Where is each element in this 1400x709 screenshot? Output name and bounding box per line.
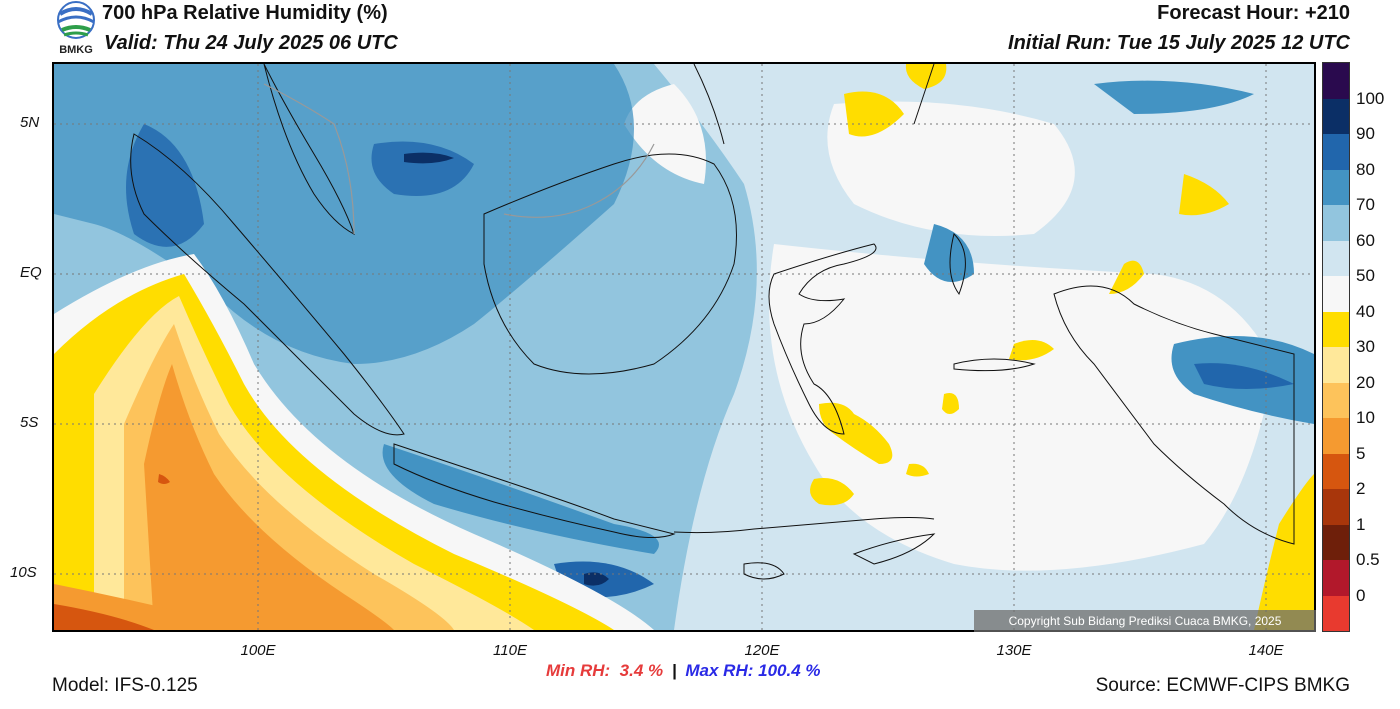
colorbar-label: 80 <box>1356 159 1375 179</box>
colorbar-segment <box>1323 418 1349 454</box>
colorbar-segment <box>1323 382 1349 418</box>
colorbar-segment <box>1323 276 1349 312</box>
lat-label-10s: 10S <box>10 564 37 581</box>
colorbar-label: 40 <box>1356 301 1375 321</box>
colorbar-label: 2 <box>1356 479 1366 498</box>
valid-time: Valid: Thu 24 July 2025 06 UTC <box>104 32 398 54</box>
colorbar-segment <box>1323 560 1349 596</box>
colorbar-segment <box>1323 98 1349 134</box>
forecast-hour: Forecast Hour: +210 <box>1157 2 1350 24</box>
copyright-notice: Copyright Sub Bidang Prediksi Cuaca BMKG… <box>974 610 1316 632</box>
lat-label-5s: 5S <box>20 414 39 431</box>
rh-stats: Min RH: 3.4 % | Max RH: 100.4 % <box>546 661 821 681</box>
colorbar-label: 10 <box>1356 408 1375 427</box>
lon-label-120e: 120E <box>744 642 780 659</box>
colorbar-segment <box>1323 169 1349 205</box>
colorbar-segment <box>1323 240 1349 276</box>
colorbar-label: 30 <box>1356 337 1375 356</box>
model-info: Model: IFS-0.125 <box>52 675 198 696</box>
max-rh-value: 100.4 % <box>758 661 821 680</box>
colorbar-segment <box>1323 311 1349 347</box>
lon-label-140e: 140E <box>1248 642 1284 659</box>
source-info: Source: ECMWF-CIPS BMKG <box>1095 675 1350 696</box>
lon-label-110e: 110E <box>493 642 527 659</box>
colorbar-segment <box>1323 453 1349 489</box>
colorbar-label: 1 <box>1356 514 1366 534</box>
colorbar-label: 90 <box>1356 124 1375 143</box>
colorbar-segment <box>1323 63 1349 99</box>
min-rh-value: 3.4 % <box>619 661 664 680</box>
colorbar-label: 0 <box>1356 585 1366 605</box>
colorbar-label: 50 <box>1356 266 1375 285</box>
lon-label-100e: 100E <box>240 642 276 659</box>
colorbar-segment <box>1323 347 1349 383</box>
bmkg-logo: BMKG <box>52 0 100 60</box>
colorbar-segment <box>1323 524 1349 560</box>
colorbar-label: 60 <box>1356 230 1375 250</box>
colorbar <box>1322 62 1350 632</box>
lat-label-eq: EQ <box>20 264 42 281</box>
colorbar-segment <box>1323 134 1349 170</box>
colorbar-label: 0.5 <box>1356 550 1380 569</box>
colorbar-segment <box>1323 205 1349 241</box>
lon-label-130e: 130E <box>996 642 1032 659</box>
max-rh-label: Max RH: <box>685 661 754 680</box>
colorbar-segment <box>1323 595 1349 631</box>
min-rh-label: Min RH: <box>546 661 611 680</box>
lat-label-5n: 5N <box>20 114 40 131</box>
humidity-map <box>52 62 1316 632</box>
map-title: 700 hPa Relative Humidity (%) <box>102 2 388 24</box>
colorbar-label: 20 <box>1356 372 1375 392</box>
colorbar-segment <box>1323 489 1349 525</box>
colorbar-label: 100 <box>1356 88 1385 108</box>
colorbar-label: 70 <box>1356 195 1375 214</box>
stats-separator: | <box>671 661 677 680</box>
logo-text: BMKG <box>59 44 93 56</box>
initial-run: Initial Run: Tue 15 July 2025 12 UTC <box>1008 32 1350 54</box>
colorbar-label: 5 <box>1356 443 1366 463</box>
